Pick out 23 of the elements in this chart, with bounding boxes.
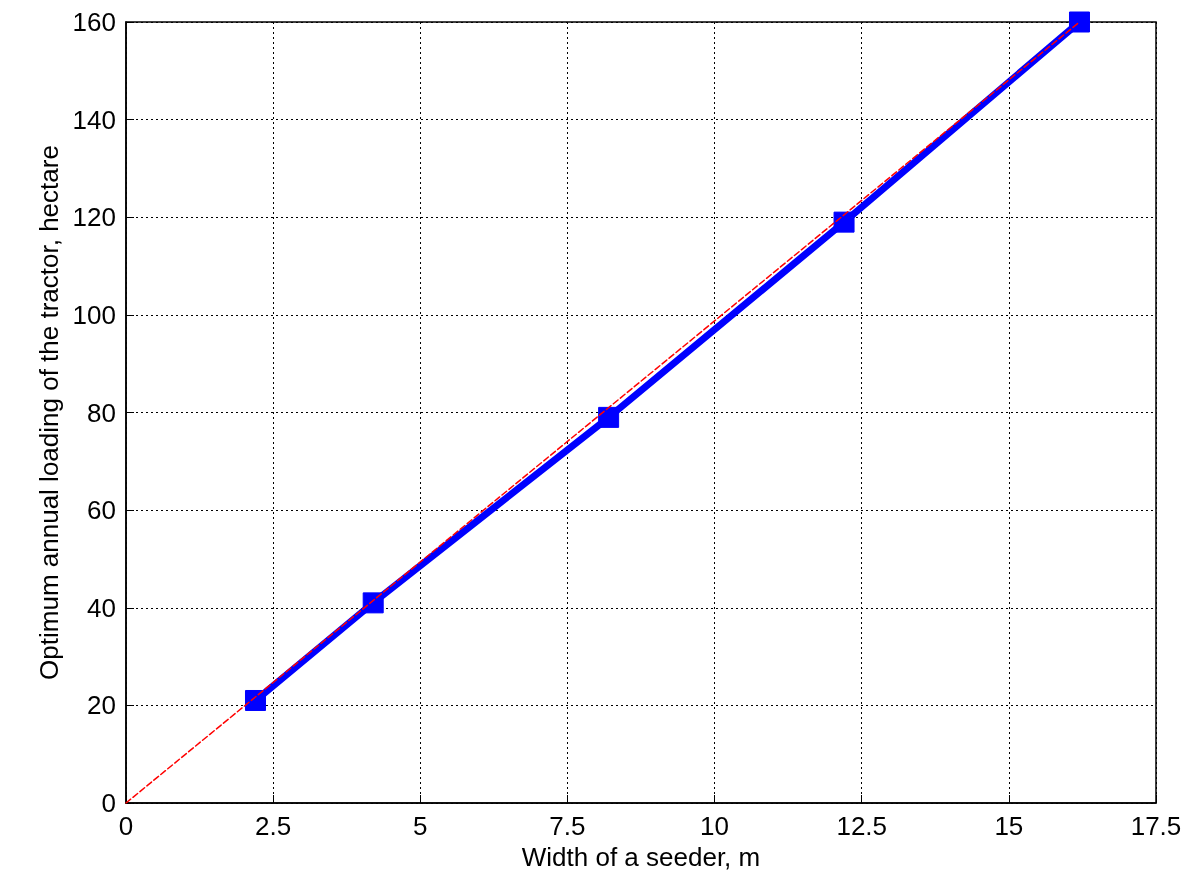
x-tick-label: 12.5 <box>836 811 888 841</box>
y-tick-label: 80 <box>87 397 116 428</box>
y-tick-label: 160 <box>72 7 116 37</box>
x-tick-label: 7.5 <box>549 811 586 841</box>
point <box>244 689 266 711</box>
y-tick-label: 140 <box>72 104 116 135</box>
point <box>362 592 384 614</box>
point <box>598 406 620 428</box>
y-tick-label: 40 <box>87 592 116 623</box>
x-tick-label: 10 <box>700 811 730 841</box>
x-tick-label: 15 <box>994 811 1024 841</box>
y-tick-label: 20 <box>87 690 116 721</box>
y-axis-title: Optimum annual loading of the tractor, hectare <box>33 145 64 680</box>
y-tick-label: 100 <box>72 299 116 330</box>
point <box>833 211 855 233</box>
x-tick-label: 5 <box>413 811 428 841</box>
y-tick-label: 120 <box>72 202 116 233</box>
y-tick-label: 0 <box>101 788 116 818</box>
x-tick-label: 2.5 <box>255 811 292 841</box>
x-tick-label: 17.5 <box>1130 811 1182 841</box>
y-tick-label: 60 <box>87 495 116 526</box>
x-axis-title: Width of a seeder, m <box>521 841 761 872</box>
point <box>1068 11 1090 33</box>
